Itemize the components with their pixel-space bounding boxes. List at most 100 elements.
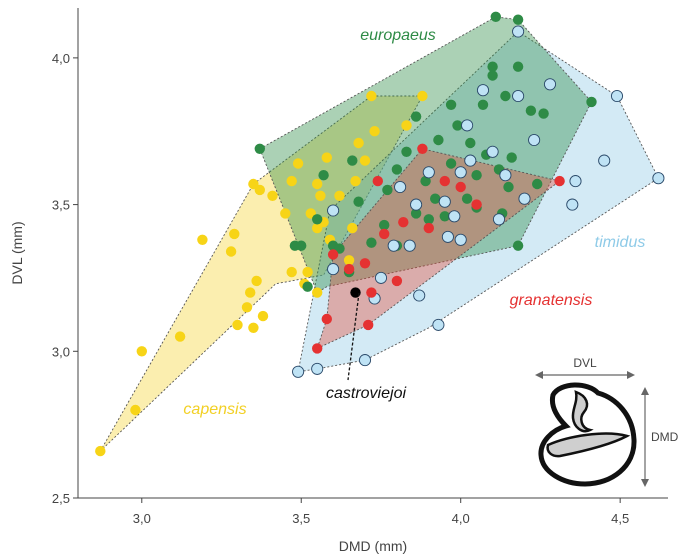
point-capensis: [315, 190, 326, 201]
point-capensis: [232, 319, 243, 331]
point-timidus: [403, 239, 416, 252]
point-europaeus: [296, 240, 307, 251]
point-europaeus: [410, 111, 422, 122]
y-tick-label: 2,5: [52, 491, 70, 506]
point-europaeus: [465, 137, 476, 149]
point-capensis: [312, 287, 323, 298]
y-tick-label: 4,0: [52, 51, 70, 66]
point-timidus: [566, 198, 579, 211]
point-europaeus: [445, 99, 457, 111]
tooth-diagram-inset: DVL DMD: [535, 356, 679, 487]
point-capensis: [225, 246, 237, 257]
y-tick-label: 3,0: [52, 344, 70, 359]
point-europaeus: [532, 178, 543, 190]
x-tick-label: 3,0: [133, 511, 151, 526]
point-europaeus: [461, 193, 473, 204]
point-capensis: [257, 310, 269, 322]
x-axis-label: DMD (mm): [339, 538, 407, 554]
point-granatensis: [391, 275, 403, 287]
point-capensis: [347, 222, 358, 234]
point-timidus: [652, 172, 665, 185]
point-timidus: [432, 318, 445, 331]
point-europaeus: [366, 237, 377, 248]
hull-capensis: [99, 95, 424, 452]
point-europaeus: [302, 281, 313, 292]
point-europaeus: [430, 193, 441, 204]
point-europaeus: [471, 170, 482, 181]
x-tick-label: 4,5: [611, 511, 629, 526]
point-timidus: [610, 89, 624, 103]
point-europaeus: [500, 90, 511, 102]
point-granatensis: [423, 222, 434, 234]
point-europaeus: [312, 214, 323, 225]
point-timidus: [413, 289, 426, 302]
point-europaeus: [347, 155, 358, 166]
point-europaeus: [254, 143, 265, 154]
point-granatensis: [321, 313, 332, 325]
label-capensis: capensis: [183, 401, 246, 418]
point-europaeus: [525, 105, 537, 116]
point-capensis: [245, 287, 256, 298]
point-timidus: [438, 195, 451, 208]
point-timidus: [374, 271, 388, 284]
point-europaeus: [538, 108, 549, 119]
dvl-arrow-head-left: [535, 371, 543, 379]
point-timidus: [454, 233, 467, 246]
point-capensis: [369, 126, 380, 137]
point-capensis: [267, 190, 278, 201]
point-capensis: [130, 404, 141, 416]
point-capensis: [292, 158, 304, 169]
label-castroviejoi: castroviejoi: [326, 385, 406, 402]
point-granatensis: [455, 181, 466, 193]
point-timidus: [454, 166, 467, 179]
point-timidus: [387, 239, 400, 252]
point-capensis: [251, 275, 262, 287]
point-capensis: [136, 346, 147, 357]
point-capensis: [254, 184, 265, 196]
point-europaeus: [503, 181, 514, 193]
point-europaeus: [512, 240, 524, 251]
point-granatensis: [359, 258, 371, 269]
point-capensis: [229, 228, 240, 240]
point-timidus: [358, 354, 372, 367]
point-timidus: [518, 192, 531, 205]
point-europaeus: [382, 184, 393, 196]
point-europaeus: [433, 134, 444, 146]
x-ticks: 3,0 3,5 4,0 4,5: [133, 498, 629, 526]
point-capensis: [334, 190, 345, 201]
point-capensis: [197, 234, 208, 245]
x-tick-label: 3,5: [292, 511, 310, 526]
point-europaeus: [410, 208, 422, 219]
dmd-inset-label: DMD: [651, 430, 679, 444]
point-capensis: [241, 302, 253, 313]
point-europaeus: [452, 120, 463, 131]
point-timidus: [410, 198, 423, 211]
point-castroviejoi: [350, 287, 361, 298]
point-capensis: [343, 255, 355, 266]
point-europaeus: [512, 14, 524, 25]
label-granatensis: granatensis: [510, 292, 593, 309]
point-europaeus: [439, 211, 450, 222]
point-europaeus: [445, 158, 457, 169]
point-europaeus: [490, 11, 501, 22]
point-granatensis: [379, 228, 390, 240]
point-europaeus: [391, 164, 403, 175]
point-timidus: [448, 210, 461, 223]
point-capensis: [353, 137, 364, 149]
point-timidus: [394, 180, 407, 194]
point-granatensis: [554, 175, 565, 187]
point-capensis: [417, 90, 428, 102]
point-timidus: [598, 154, 611, 167]
label-timidus: timidus: [595, 234, 646, 251]
dmd-arrow-head-top: [641, 387, 649, 395]
point-europaeus: [318, 170, 329, 181]
point-timidus: [569, 175, 582, 188]
tooth-inner-band: [546, 432, 631, 458]
point-granatensis: [398, 217, 409, 228]
data-points: [95, 11, 665, 457]
point-timidus: [311, 362, 324, 375]
point-europaeus: [487, 61, 498, 72]
point-granatensis: [312, 343, 323, 354]
dvl-arrow-head-right: [627, 371, 635, 379]
